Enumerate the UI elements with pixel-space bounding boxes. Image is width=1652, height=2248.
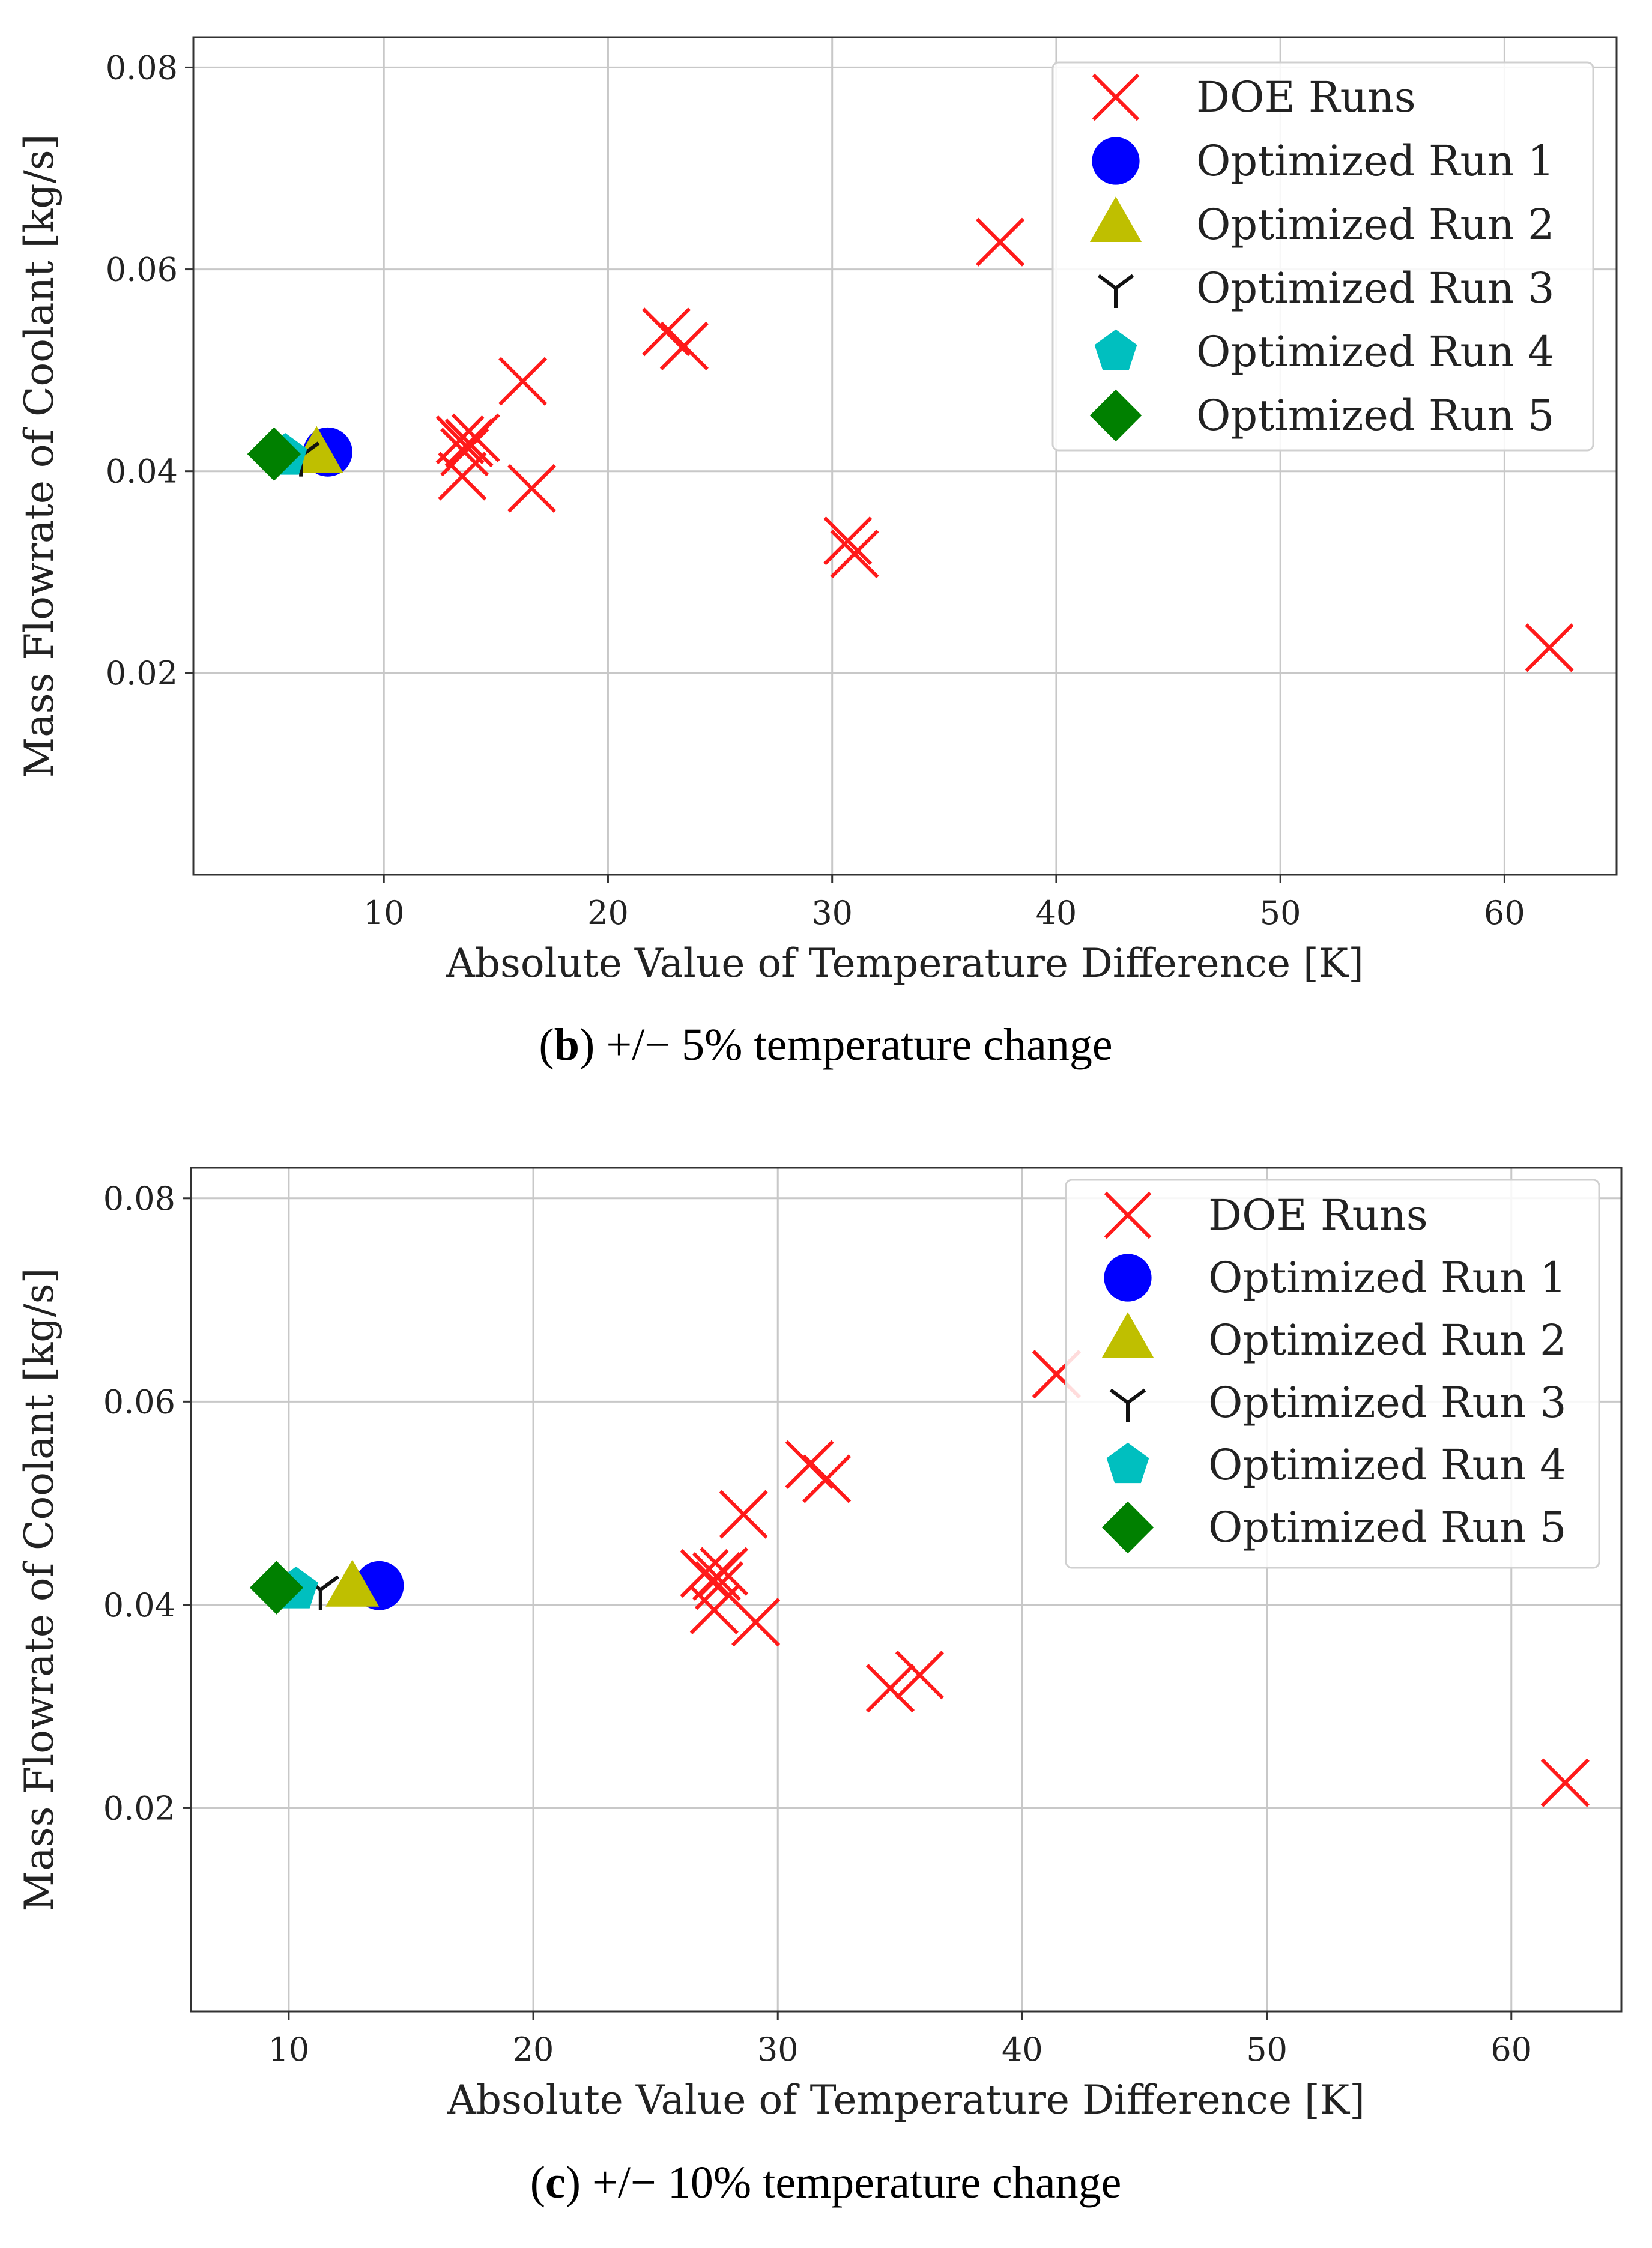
- x-axis-label: Absolute Value of Temperature Difference…: [446, 940, 1364, 987]
- legend-box: [1051, 61, 1594, 452]
- doe-run-point: [731, 1598, 781, 1647]
- data-points: [247, 217, 1574, 672]
- doe-run-point: [865, 1664, 915, 1713]
- y-tick-label: 0.06: [103, 1383, 175, 1421]
- legend-entry: Optimized Run 3: [1196, 264, 1555, 313]
- y-tick-label: 0.04: [103, 1586, 175, 1624]
- doe-run-point: [830, 529, 879, 579]
- legend-entry: Optimized Run 4: [1208, 1440, 1567, 1490]
- x-tick-label: 10: [363, 894, 405, 932]
- doe-run-point: [507, 464, 557, 513]
- legend-marker: [1089, 196, 1142, 243]
- legend-marker: [1104, 1191, 1152, 1239]
- caption: (b) +/− 5% temperature change: [539, 1020, 1112, 1070]
- x-tick-label: 40: [1002, 2031, 1043, 2068]
- legend-entry: Optimized Run 4: [1196, 327, 1555, 376]
- y-tick-label: 0.02: [103, 1789, 175, 1827]
- y-tick-label: 0.06: [106, 251, 178, 289]
- plot-frame: [192, 36, 1618, 876]
- legend-entry: Optimized Run 5: [1208, 1503, 1567, 1552]
- y-axis-label: Mass Flowrate of Coolant [kg/s]: [16, 134, 62, 778]
- legend-marker: [1094, 329, 1137, 370]
- legend-marker: [1104, 1254, 1152, 1302]
- doe-run-point: [700, 1547, 749, 1596]
- doe-run-point: [659, 321, 709, 370]
- doe-run-point: [1525, 623, 1574, 672]
- caption: (c) +/− 10% temperature change: [530, 2157, 1122, 2208]
- plot-frame: [190, 1167, 1623, 2013]
- grid-lines: [191, 1168, 1621, 2011]
- doe-run-point: [976, 217, 1025, 267]
- x-tick-label: 30: [811, 894, 853, 932]
- x-tick-label: 50: [1246, 2031, 1287, 2068]
- x-tick-label: 50: [1260, 894, 1301, 932]
- legend-entry: Optimized Run 3: [1208, 1378, 1567, 1427]
- optimized-run-2-point: [289, 426, 343, 473]
- legend-marker: [1092, 73, 1140, 121]
- doe-run-point: [498, 357, 548, 406]
- optimized-run-2-point: [325, 1559, 380, 1607]
- x-tick-label: 20: [513, 2031, 554, 2068]
- legend-box: [1065, 1179, 1600, 1569]
- y-tick-label: 0.08: [106, 49, 178, 86]
- legend: DOE Runs Optimized Run 1 Optimized Run 2 Op…: [1065, 1179, 1600, 1569]
- legend-entry: Optimized Run 2: [1196, 200, 1555, 249]
- legend-entry: Optimized Run 2: [1208, 1316, 1567, 1365]
- doe-run-point: [435, 415, 485, 465]
- data-points: [249, 1350, 1590, 1807]
- doe-run-point: [802, 1454, 852, 1503]
- legend-marker: [1101, 1501, 1154, 1554]
- legend-marker: [1097, 274, 1134, 308]
- doe-run-point: [823, 516, 873, 566]
- optimized-run-5-point: [249, 1561, 304, 1615]
- x-tick-label: 10: [268, 2031, 310, 2068]
- doe-run-point: [451, 413, 500, 462]
- doe-run-point: [719, 1490, 768, 1539]
- panel-c: 10 20 30 40 50 60 0.02 0.04 0.06 0.08 Absolute Val…: [16, 1167, 1623, 2208]
- doe-run-point: [438, 452, 487, 501]
- legend: DOE Runs Optimized Run 1 Optimized Run 2 Op…: [1051, 61, 1594, 452]
- legend-entry: DOE Runs: [1208, 1191, 1428, 1240]
- y-tick-label: 0.08: [103, 1180, 175, 1218]
- panel-b: 10 20 30 40 50 60 0.02 0.04 0.06 0.08 Absolute Val…: [16, 36, 1618, 1070]
- legend-entry: DOE Runs: [1196, 73, 1416, 122]
- doe-run-point: [689, 1585, 739, 1634]
- legend-marker: [1089, 389, 1142, 442]
- legend-entry: Optimized Run 5: [1196, 391, 1555, 440]
- x-tick-label: 40: [1036, 894, 1077, 932]
- x-tick-label: 60: [1490, 2031, 1532, 2068]
- doe-run-point: [1540, 1758, 1590, 1807]
- y-axis-label: Mass Flowrate of Coolant [kg/s]: [16, 1268, 62, 1912]
- legend-marker: [1101, 1312, 1154, 1358]
- y-tick-label: 0.02: [106, 654, 178, 692]
- legend-marker: [1109, 1388, 1146, 1422]
- legend-entry: Optimized Run 1: [1196, 136, 1555, 186]
- legend-marker: [1106, 1442, 1149, 1484]
- doe-run-point: [895, 1651, 944, 1700]
- legend-marker: [1092, 137, 1140, 185]
- y-tick-label: 0.04: [106, 453, 178, 491]
- optimized-run-5-point: [247, 427, 301, 481]
- x-tick-label: 20: [587, 894, 629, 932]
- doe-run-point: [440, 428, 489, 477]
- legend-entry: Optimized Run 1: [1208, 1253, 1567, 1302]
- x-tick-label: 30: [757, 2031, 799, 2068]
- x-axis-label: Absolute Value of Temperature Difference…: [447, 2077, 1365, 2123]
- x-tick-label: 60: [1484, 894, 1525, 932]
